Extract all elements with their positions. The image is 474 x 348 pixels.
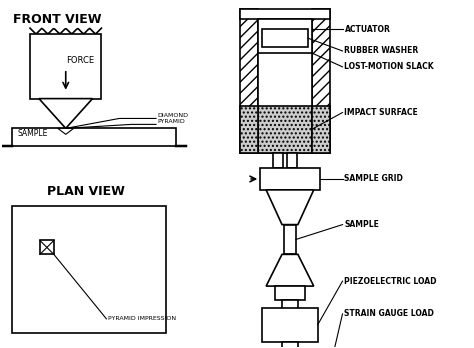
Bar [264,312,316,320]
Bar [12,206,166,333]
Bar [264,328,316,336]
Text: PYRAMID IMPRESSION: PYRAMID IMPRESSION [109,316,176,321]
Text: SAMPLE: SAMPLE [345,220,379,229]
Bar [12,128,176,146]
Text: PLAN VIEW: PLAN VIEW [47,185,125,198]
Polygon shape [266,190,314,224]
Bar [30,34,101,98]
Text: FRONT VIEW: FRONT VIEW [12,13,101,26]
Bar [258,105,312,153]
Text: IMPACT SURFACE: IMPACT SURFACE [345,108,418,117]
Bar [284,224,296,254]
Text: RUBBER WASHER: RUBBER WASHER [345,47,419,55]
Bar [258,19,312,153]
Text: LOST-MOTION SLACK: LOST-MOTION SLACK [345,62,434,71]
Bar [260,168,319,190]
Text: STRAIN GAUGE LOAD: STRAIN GAUGE LOAD [345,309,434,318]
Polygon shape [266,254,314,286]
Bar [264,320,316,328]
Bar [282,342,298,348]
Text: DIAMOND
PYRAMID: DIAMOND PYRAMID [157,113,188,124]
Bar [312,9,329,153]
Bar [282,300,298,312]
Bar [240,9,258,153]
Text: SAMPLE: SAMPLE [17,129,47,138]
Bar [262,308,318,342]
Bar [262,29,308,47]
Bar [240,9,329,19]
Text: FORCE: FORCE [66,56,94,65]
Polygon shape [39,98,92,128]
Bar [287,153,297,168]
Bar [240,105,258,153]
Bar [312,105,329,153]
Polygon shape [58,128,73,134]
Text: PIEZOELECTRIC LOAD: PIEZOELECTRIC LOAD [345,277,437,286]
Text: ACTUATOR: ACTUATOR [345,25,391,34]
Bar [40,240,54,254]
Text: SAMPLE GRID: SAMPLE GRID [345,174,403,183]
Bar [273,153,283,168]
Bar [275,286,305,300]
